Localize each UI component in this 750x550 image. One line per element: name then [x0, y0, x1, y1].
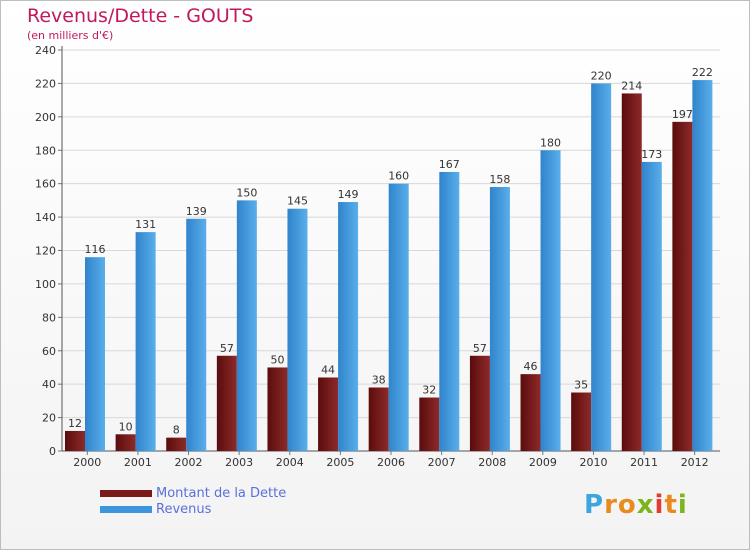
y-tick-label: 200	[35, 111, 56, 124]
chart-title: Revenus/Dette - GOUTS	[27, 5, 254, 27]
revenue-bar	[591, 83, 612, 452]
x-tick-label: 2005	[326, 456, 354, 469]
debt-value-label: 8	[173, 424, 180, 437]
revenue-bar	[540, 150, 561, 451]
revenue-value-label: 180	[540, 136, 561, 149]
x-tick-label: 2011	[630, 456, 658, 469]
debt-value-label: 12	[68, 417, 82, 430]
debt-bar	[571, 392, 592, 451]
x-tick-label: 2009	[529, 456, 557, 469]
revenue-bar	[85, 257, 105, 451]
debt-value-label: 32	[422, 384, 436, 397]
debt-bar	[469, 355, 490, 451]
revenue-value-label: 158	[489, 173, 510, 186]
debt-bar	[65, 430, 85, 451]
debt-value-label: 57	[220, 342, 234, 355]
x-tick-label: 2006	[377, 456, 405, 469]
revenue-bar	[388, 183, 409, 451]
y-tick-label: 20	[42, 412, 56, 425]
y-tick-label: 140	[35, 211, 56, 224]
debt-value-label: 35	[574, 379, 588, 392]
y-tick-label: 240	[35, 44, 56, 57]
logo-letter: o	[617, 490, 637, 520]
debt-value-label: 46	[524, 360, 538, 373]
y-tick-label: 120	[35, 245, 56, 258]
chart-subtitle: (en milliers d'€)	[27, 29, 114, 42]
logo-letter: r	[604, 490, 618, 520]
x-tick-label: 2000	[73, 456, 101, 469]
revenue-value-label: 145	[287, 195, 308, 208]
x-tick-label: 2001	[124, 456, 152, 469]
y-tick-label: 100	[35, 278, 56, 291]
debt-bar	[621, 93, 642, 452]
debt-bar	[368, 387, 389, 451]
x-tick-label: 2010	[579, 456, 607, 469]
y-tick-label: 40	[42, 378, 56, 391]
debt-value-label: 214	[621, 79, 642, 92]
legend-swatch-debt	[100, 490, 152, 497]
revenue-bar	[338, 202, 359, 451]
logo-letter: x	[636, 490, 655, 520]
revenue-value-label: 167	[439, 158, 460, 171]
debt-value-label: 57	[473, 342, 487, 355]
revenue-bar	[236, 200, 257, 451]
debt-value-label: 38	[372, 374, 386, 387]
x-tick-label: 2012	[681, 456, 709, 469]
debt-value-label: 10	[119, 420, 133, 433]
legend-swatch-revenue	[100, 506, 152, 513]
x-tick-label: 2002	[175, 456, 203, 469]
revenue-value-label: 160	[388, 170, 409, 183]
y-tick-label: 60	[42, 345, 56, 358]
debt-value-label: 50	[270, 353, 284, 366]
revenue-value-label: 222	[692, 66, 713, 79]
revenue-value-label: 116	[85, 243, 106, 256]
revenue-value-label: 150	[236, 186, 257, 199]
revenue-value-label: 139	[186, 205, 207, 218]
revenue-bar	[287, 208, 308, 451]
y-tick-label: 180	[35, 144, 56, 157]
revenue-bar	[439, 171, 460, 452]
logo-letter: P	[584, 490, 605, 520]
revenue-bar	[489, 187, 510, 451]
revenue-bar	[135, 232, 156, 451]
logo-letter: i	[654, 490, 665, 520]
legend-label-revenue: Revenus	[156, 502, 212, 517]
debt-bar	[419, 397, 440, 451]
x-tick-label: 2007	[428, 456, 456, 469]
logo-letter: i	[677, 490, 688, 520]
debt-bar	[318, 377, 339, 451]
debt-bar	[166, 437, 187, 451]
proxiti-logo: Proxiti	[584, 490, 688, 520]
x-tick-label: 2004	[276, 456, 304, 469]
y-tick-label: 80	[42, 311, 56, 324]
y-tick-label: 220	[35, 77, 56, 90]
debt-bar	[216, 355, 237, 451]
logo-letter: t	[664, 490, 678, 520]
revenue-value-label: 149	[338, 188, 359, 201]
x-tick-label: 2003	[225, 456, 253, 469]
debt-bar	[672, 121, 693, 452]
revenue-bar	[641, 161, 662, 451]
debt-value-label: 197	[672, 108, 693, 121]
y-tick-label: 0	[49, 445, 56, 458]
legend-label-debt: Montant de la Dette	[156, 486, 287, 501]
revenue-bar	[692, 80, 713, 451]
debt-bar	[267, 367, 288, 451]
revenue-value-label: 131	[135, 218, 156, 231]
x-tick-label: 2008	[478, 456, 506, 469]
revenue-value-label: 173	[641, 148, 662, 161]
debt-bar	[520, 374, 541, 451]
debt-value-label: 44	[321, 363, 335, 376]
revenue-bar	[186, 218, 207, 451]
revenue-value-label: 220	[591, 69, 612, 82]
y-tick-label: 160	[35, 178, 56, 191]
debt-bar	[115, 434, 136, 451]
